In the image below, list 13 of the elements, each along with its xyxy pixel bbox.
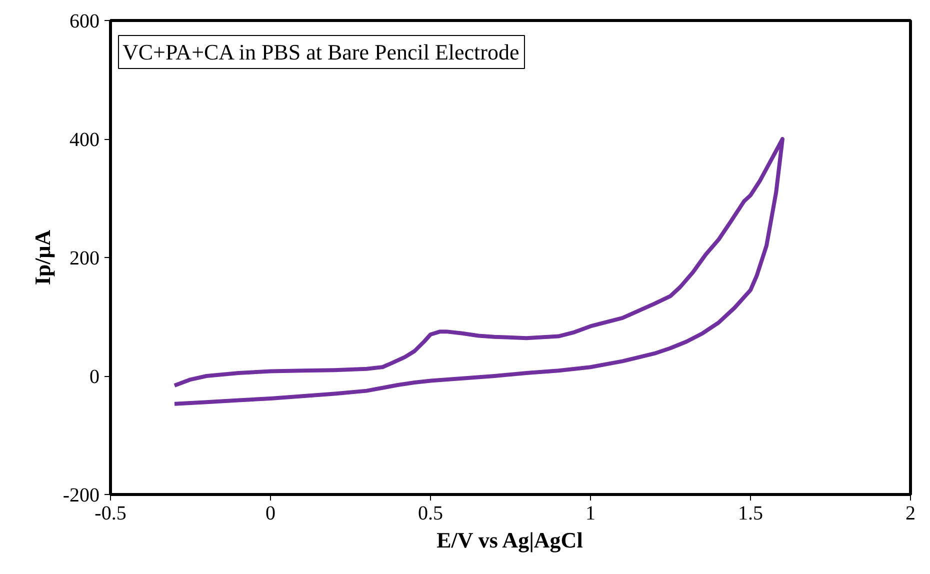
- y-tick-label: 600: [70, 10, 100, 32]
- x-tick-label: 2: [906, 502, 916, 524]
- x-axis-title: E/V vs Ag|AgCl: [436, 528, 583, 552]
- y-tick-label: 0: [90, 366, 100, 388]
- x-tick-label: 0: [266, 502, 276, 524]
- text: VC+PA+CA in PBS at Bare Pencil Electrode: [122, 40, 520, 64]
- y-tick-label: 200: [70, 248, 100, 270]
- x-tick-label: 1.5: [738, 502, 763, 524]
- y-tick-label: 400: [70, 129, 100, 151]
- x-tick-label: 0.5: [418, 502, 443, 524]
- line-series: [172, 137, 784, 406]
- x-tick-label: 1: [586, 502, 596, 524]
- y-axis-title: Ip/μA: [30, 230, 55, 286]
